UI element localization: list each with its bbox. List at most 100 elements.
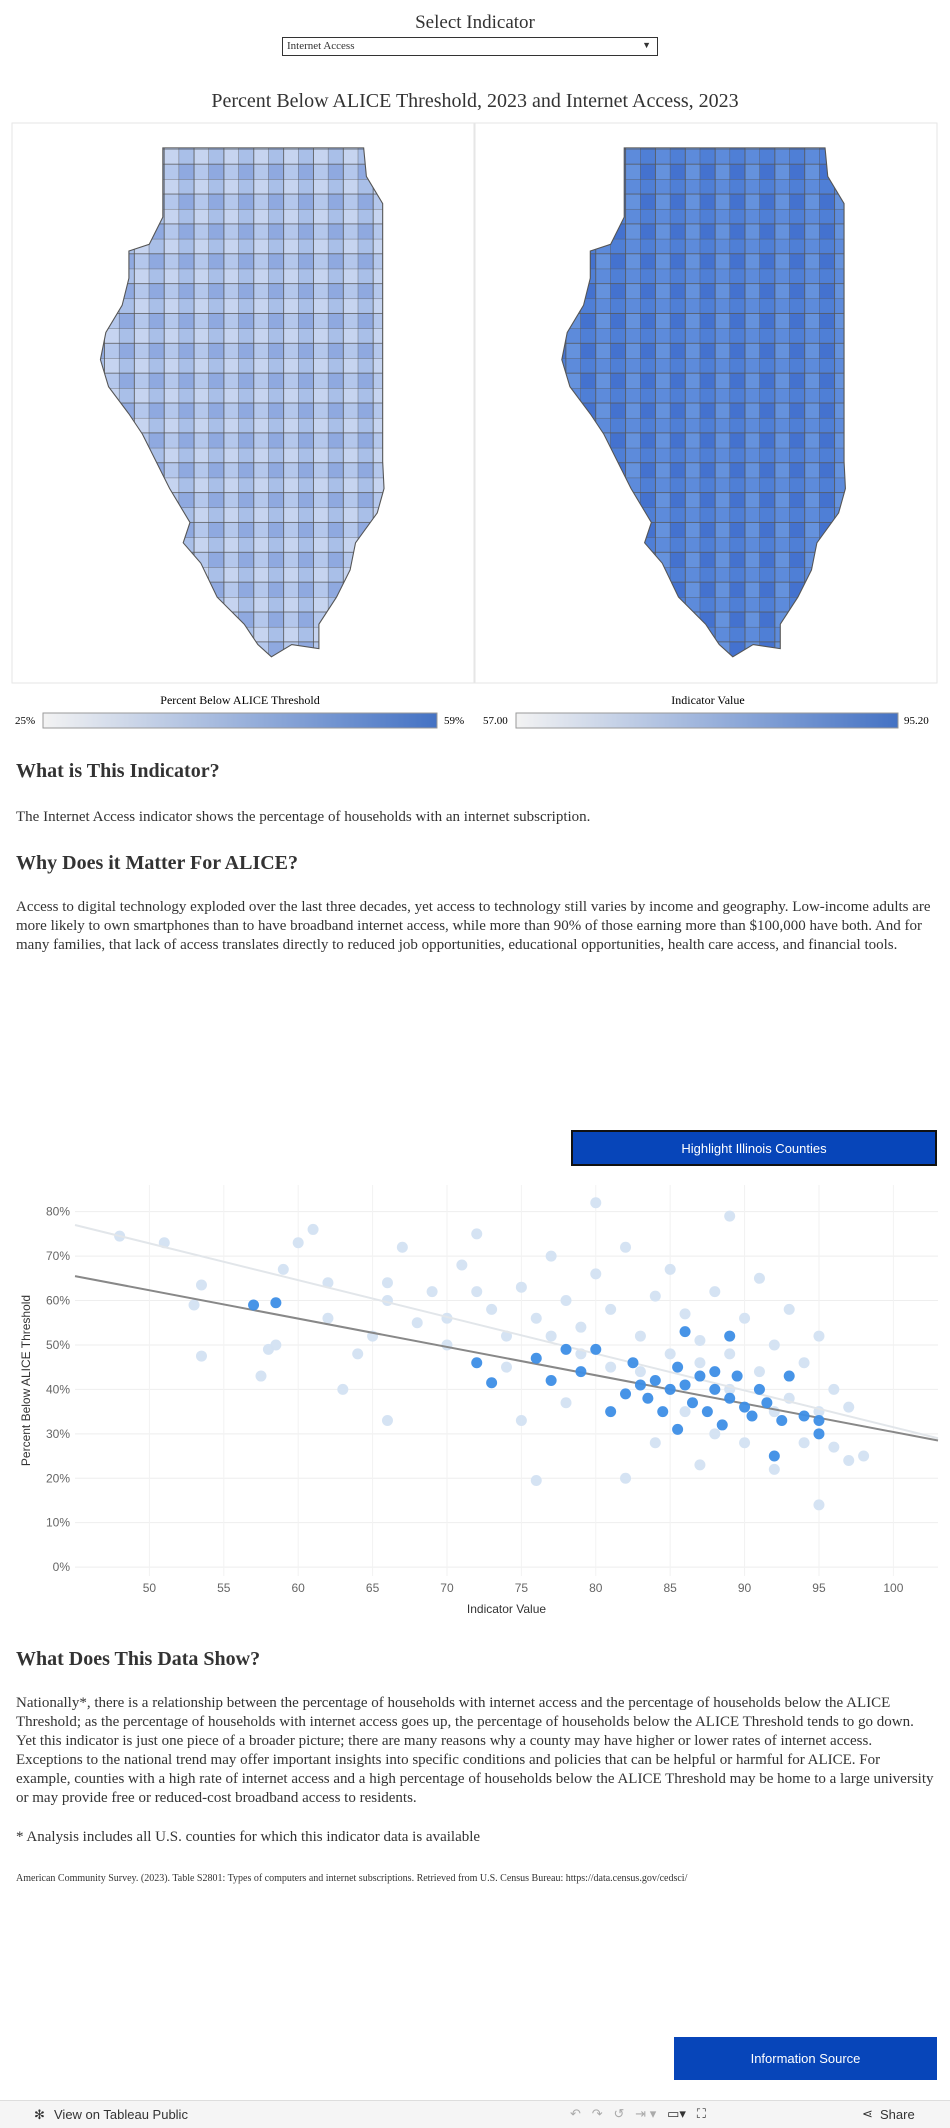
scatter-point xyxy=(560,1397,572,1409)
scatter-point xyxy=(411,1317,423,1329)
highlight-button[interactable]: Highlight Illinois Counties xyxy=(571,1130,937,1166)
scatter-point xyxy=(753,1383,765,1395)
scatter-point xyxy=(694,1370,706,1382)
scatter-point xyxy=(664,1348,676,1360)
section-heading: Why Does it Matter For ALICE? xyxy=(16,852,299,874)
scatter-point xyxy=(828,1383,840,1395)
legend-min: 25% xyxy=(15,715,35,727)
scatter-point xyxy=(634,1366,646,1378)
y-tick-label: 70% xyxy=(46,1249,70,1263)
scatter-point xyxy=(456,1259,468,1271)
scatter-point xyxy=(731,1370,743,1382)
scatter-point xyxy=(686,1397,698,1409)
scatter-point xyxy=(270,1297,282,1309)
tableau-link[interactable]: View on Tableau Public xyxy=(54,2107,188,2122)
scatter-point xyxy=(590,1268,602,1280)
scatter-point xyxy=(634,1379,646,1391)
scatter-point xyxy=(188,1299,200,1311)
scatter-point xyxy=(813,1499,825,1511)
scatter-point xyxy=(307,1223,319,1235)
scatter-point xyxy=(426,1286,438,1298)
scatter-point xyxy=(724,1348,736,1360)
scatter-point xyxy=(768,1463,780,1475)
scatter-point xyxy=(292,1237,304,1249)
dropdown-value: Internet Access xyxy=(287,40,355,52)
scatter-point xyxy=(798,1357,810,1369)
scatter-point xyxy=(545,1330,557,1342)
map-panel xyxy=(474,122,938,684)
scatter-point xyxy=(277,1263,289,1275)
scatter-point xyxy=(828,1441,840,1453)
scatter-point xyxy=(724,1210,736,1222)
scatter-point xyxy=(605,1361,617,1373)
scatter-point xyxy=(694,1459,706,1471)
scatter-point xyxy=(471,1286,483,1298)
tableau-icon: ✻ xyxy=(34,2107,45,2122)
share-icon: ⋖ xyxy=(862,2106,873,2121)
legend-min: 57.00 xyxy=(483,715,508,727)
footnote: * Analysis includes all U.S. counties fo… xyxy=(16,1829,481,1845)
scatter-point xyxy=(471,1357,483,1369)
x-tick-label: 70 xyxy=(440,1581,454,1595)
legend-ramp xyxy=(42,712,438,729)
map-title: Percent Below ALICE Threshold, 2023 and … xyxy=(211,90,739,112)
scatter-point xyxy=(515,1281,527,1293)
y-tick-label: 80% xyxy=(46,1205,70,1219)
scatter-point xyxy=(746,1410,758,1422)
scatter-point xyxy=(381,1277,393,1289)
y-tick-label: 30% xyxy=(46,1427,70,1441)
legend-max: 59% xyxy=(444,715,464,727)
scatter-point xyxy=(620,1388,632,1400)
scatter-point xyxy=(672,1361,684,1373)
scatter-point xyxy=(530,1352,542,1364)
scatter-point xyxy=(471,1228,483,1240)
scatter-point xyxy=(813,1330,825,1342)
scatter-point xyxy=(664,1383,676,1395)
scatter-point xyxy=(858,1450,870,1462)
scatter-point xyxy=(649,1290,661,1302)
scatter-point xyxy=(798,1410,810,1422)
scatter-point xyxy=(337,1383,349,1395)
scatter-point xyxy=(739,1401,751,1413)
scatter-point xyxy=(813,1414,825,1426)
x-tick-label: 90 xyxy=(738,1581,752,1595)
section-heading: What Does This Data Show? xyxy=(16,1648,261,1670)
citation: American Community Survey. (2023). Table… xyxy=(16,1873,688,1884)
scatter-point xyxy=(545,1375,557,1386)
scatter-point xyxy=(545,1250,557,1262)
scatter-point xyxy=(322,1312,334,1324)
scatter-point xyxy=(716,1419,728,1431)
scatter-point xyxy=(396,1241,408,1253)
scatter-point xyxy=(515,1414,527,1426)
scatter-point xyxy=(694,1357,706,1369)
scatter-point xyxy=(352,1348,364,1360)
scatter-point xyxy=(575,1321,587,1333)
scatter-point xyxy=(649,1437,661,1449)
share-button[interactable]: Share xyxy=(880,2107,915,2122)
scatter-point xyxy=(813,1428,825,1440)
y-tick-label: 20% xyxy=(46,1471,70,1485)
scatter-point xyxy=(783,1303,795,1315)
legend-ramp xyxy=(515,712,899,729)
scatter-point xyxy=(486,1377,498,1389)
x-tick-label: 100 xyxy=(883,1581,903,1595)
scatter-point xyxy=(530,1312,542,1324)
scatter-point xyxy=(486,1303,498,1315)
x-tick-label: 95 xyxy=(812,1581,826,1595)
scatter-point xyxy=(679,1379,691,1391)
y-axis-title: Percent Below ALICE Threshold xyxy=(19,1295,33,1466)
toolbar-icons: ↶ ↷ ↺ ⇥ ▾ ▭▾ ⛶ xyxy=(570,2106,706,2121)
scatter-point xyxy=(620,1241,632,1253)
scatter-point xyxy=(255,1370,267,1382)
x-tick-label: 55 xyxy=(217,1581,231,1595)
section-body: Nationally*, there is a relationship bet… xyxy=(16,1695,934,1806)
indicator-dropdown[interactable]: Internet Access ▼ xyxy=(282,37,658,56)
scatter-point xyxy=(649,1375,661,1386)
source-button[interactable]: Information Source xyxy=(674,2037,937,2080)
scatter-point xyxy=(590,1343,602,1355)
scatter-point xyxy=(843,1401,855,1413)
scatter-point xyxy=(195,1279,207,1291)
scatter-point xyxy=(709,1428,721,1440)
trend-line xyxy=(74,1275,939,1442)
